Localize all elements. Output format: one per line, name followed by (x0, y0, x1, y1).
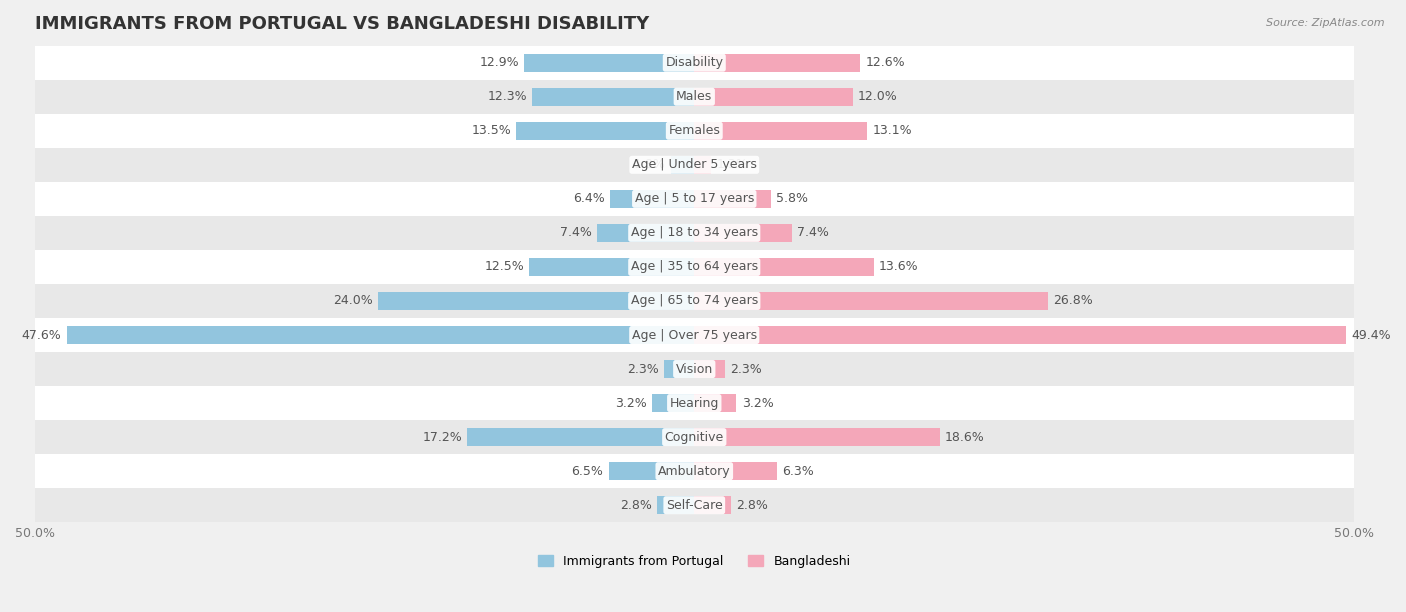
Text: 1.8%: 1.8% (633, 159, 665, 171)
Bar (35, 284, 1354, 318)
Text: Age | Over 75 years: Age | Over 75 years (631, 329, 756, 341)
Text: Age | 5 to 17 years: Age | 5 to 17 years (634, 192, 754, 206)
Text: 18.6%: 18.6% (945, 431, 984, 444)
Text: Source: ZipAtlas.com: Source: ZipAtlas.com (1267, 18, 1385, 28)
Text: 7.4%: 7.4% (797, 226, 830, 239)
Bar (467, 428, 695, 446)
Text: Hearing: Hearing (669, 397, 718, 409)
Text: 6.5%: 6.5% (571, 465, 603, 477)
Text: Cognitive: Cognitive (665, 431, 724, 444)
Bar (610, 190, 695, 207)
Legend: Immigrants from Portugal, Bangladeshi: Immigrants from Portugal, Bangladeshi (533, 550, 855, 573)
Text: Self-Care: Self-Care (666, 499, 723, 512)
Bar (695, 326, 1346, 344)
Text: Females: Females (668, 124, 720, 137)
Text: 5.8%: 5.8% (776, 192, 808, 206)
Bar (35, 454, 1354, 488)
Text: Males: Males (676, 90, 713, 103)
Text: Age | 65 to 74 years: Age | 65 to 74 years (631, 294, 758, 307)
Bar (35, 420, 1354, 454)
Bar (695, 394, 737, 412)
Text: 6.3%: 6.3% (783, 465, 814, 477)
Bar (695, 54, 860, 72)
Text: 12.3%: 12.3% (488, 90, 527, 103)
Bar (35, 488, 1354, 522)
Bar (596, 224, 695, 242)
Bar (695, 360, 724, 378)
Text: Age | Under 5 years: Age | Under 5 years (631, 159, 756, 171)
Bar (35, 216, 1354, 250)
Bar (35, 46, 1354, 80)
Bar (695, 428, 939, 446)
Bar (66, 326, 695, 344)
Text: 6.4%: 6.4% (572, 192, 605, 206)
Bar (516, 122, 695, 140)
Bar (530, 258, 695, 276)
Bar (35, 352, 1354, 386)
Bar (378, 292, 695, 310)
Bar (664, 360, 695, 378)
Text: 26.8%: 26.8% (1053, 294, 1092, 307)
Bar (695, 258, 873, 276)
Text: Age | 18 to 34 years: Age | 18 to 34 years (631, 226, 758, 239)
Text: 3.2%: 3.2% (614, 397, 647, 409)
Bar (652, 394, 695, 412)
Text: 2.3%: 2.3% (730, 362, 762, 376)
Text: 24.0%: 24.0% (333, 294, 373, 307)
Text: 13.5%: 13.5% (471, 124, 510, 137)
Text: 12.0%: 12.0% (858, 90, 897, 103)
Bar (35, 318, 1354, 352)
Bar (695, 88, 852, 106)
Bar (35, 147, 1354, 182)
Text: Age | 35 to 64 years: Age | 35 to 64 years (631, 261, 758, 274)
Bar (658, 496, 695, 514)
Bar (695, 292, 1047, 310)
Bar (35, 250, 1354, 284)
Text: 2.8%: 2.8% (737, 499, 768, 512)
Text: 2.8%: 2.8% (620, 499, 652, 512)
Bar (35, 386, 1354, 420)
Text: IMMIGRANTS FROM PORTUGAL VS BANGLADESHI DISABILITY: IMMIGRANTS FROM PORTUGAL VS BANGLADESHI … (35, 15, 650, 33)
Bar (531, 88, 695, 106)
Bar (524, 54, 695, 72)
Bar (35, 80, 1354, 114)
Bar (695, 496, 731, 514)
Text: Ambulatory: Ambulatory (658, 465, 731, 477)
Bar (695, 224, 792, 242)
Text: Vision: Vision (676, 362, 713, 376)
Text: 13.1%: 13.1% (872, 124, 912, 137)
Bar (35, 182, 1354, 216)
Text: 3.2%: 3.2% (742, 397, 773, 409)
Text: 12.6%: 12.6% (866, 56, 905, 69)
Bar (695, 156, 711, 174)
Text: 2.3%: 2.3% (627, 362, 658, 376)
Bar (695, 462, 778, 480)
Text: Disability: Disability (665, 56, 723, 69)
Text: 1.3%: 1.3% (717, 159, 748, 171)
Bar (609, 462, 695, 480)
Text: 47.6%: 47.6% (21, 329, 62, 341)
Text: 17.2%: 17.2% (422, 431, 463, 444)
Text: 12.9%: 12.9% (479, 56, 519, 69)
Text: 49.4%: 49.4% (1351, 329, 1391, 341)
Text: 12.5%: 12.5% (485, 261, 524, 274)
Bar (695, 122, 868, 140)
Text: 7.4%: 7.4% (560, 226, 592, 239)
Bar (35, 114, 1354, 147)
Text: 13.6%: 13.6% (879, 261, 918, 274)
Bar (671, 156, 695, 174)
Bar (695, 190, 770, 207)
